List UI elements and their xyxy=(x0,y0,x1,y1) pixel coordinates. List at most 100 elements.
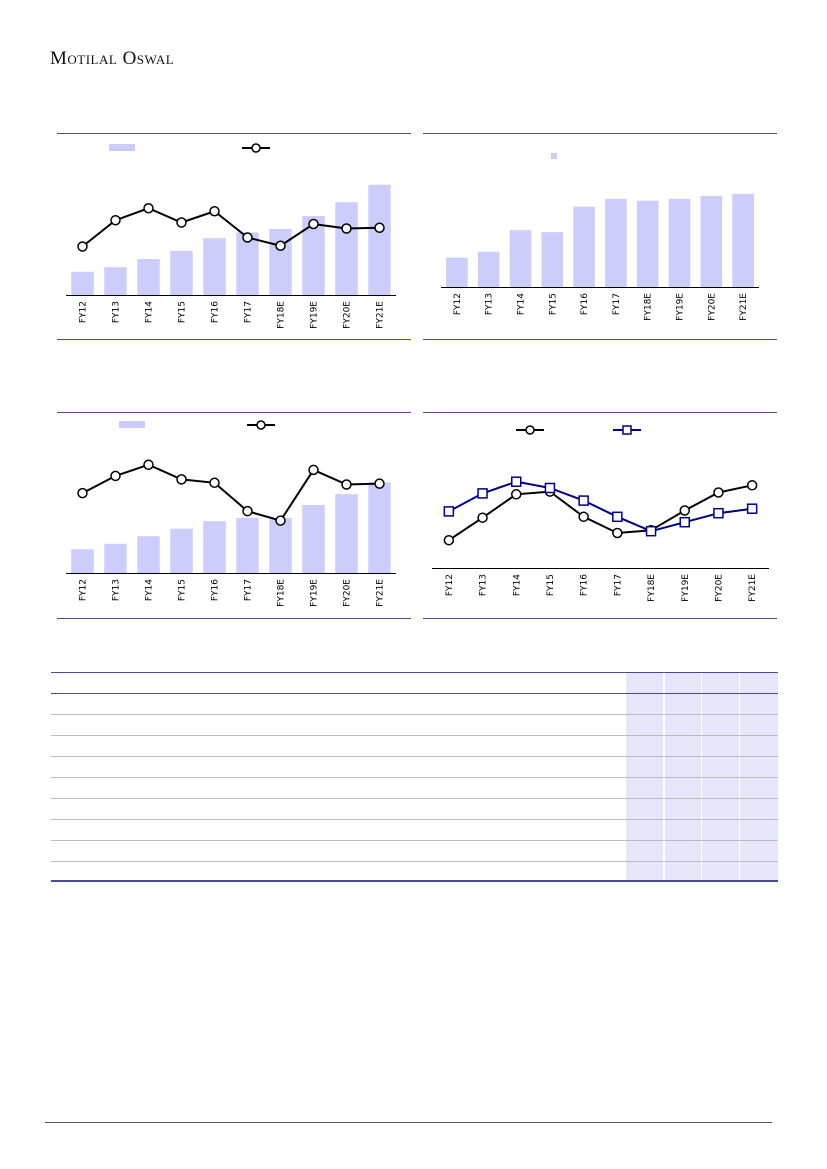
tick-label-FY13: FY13 xyxy=(485,293,495,315)
bar-FY20E xyxy=(335,494,358,573)
legend-bar-swatch xyxy=(109,144,135,151)
point-FY15 xyxy=(176,217,187,228)
point-FY19E xyxy=(308,218,319,230)
point-FY19E xyxy=(679,505,690,516)
bar-FY17 xyxy=(605,198,627,287)
bar-FY20E xyxy=(700,195,723,287)
point-FY15 xyxy=(544,482,556,494)
bar-FY14 xyxy=(509,230,532,287)
bar-line-chart-1: FY12 FY13 FY14 FY15 FY16 FY17 FY18E FY19E FY20E F… xyxy=(66,143,396,329)
bar-FY21E xyxy=(368,482,391,573)
bar-FY19E xyxy=(668,198,691,287)
tick-label-FY15: FY15 xyxy=(178,579,188,601)
bar-FY13 xyxy=(104,543,127,573)
bar-FY12 xyxy=(71,271,94,295)
table-row-rule xyxy=(51,693,778,694)
point-FY13 xyxy=(477,512,488,523)
legend-bar-swatch xyxy=(551,153,557,159)
tick-label-FY15: FY15 xyxy=(548,293,558,315)
chart-panel-2: FY12 FY13 FY14 FY15 FY16 FY17 FY18E FY19E FY20E F… xyxy=(423,133,777,341)
point-FY12 xyxy=(443,534,455,546)
point-FY21E xyxy=(374,478,385,489)
bar-FY15 xyxy=(170,528,193,573)
point-FY12 xyxy=(443,506,455,517)
point-FY13 xyxy=(110,215,121,226)
point-FY13 xyxy=(110,470,121,482)
tick-label-FY20E: FY20E xyxy=(343,579,353,607)
bar-FY18E xyxy=(269,517,292,573)
bar-FY18E xyxy=(269,228,292,295)
bar-FY17 xyxy=(236,232,259,295)
bar-FY16 xyxy=(573,206,595,287)
tick-label-FY17: FY17 xyxy=(244,301,254,323)
point-FY21E xyxy=(374,222,385,233)
point-FY15 xyxy=(176,474,187,485)
footer-divider xyxy=(45,1122,772,1123)
legend-line-marker xyxy=(525,425,535,435)
bar-FY17 xyxy=(236,517,259,573)
series-line-0 xyxy=(82,463,380,522)
tick-label-FY20E: FY20E xyxy=(343,301,353,329)
tick-label-FY18E: FY18E xyxy=(277,301,287,329)
point-FY13 xyxy=(477,488,488,499)
point-FY16 xyxy=(209,206,220,217)
point-FY16 xyxy=(578,511,589,523)
tick-label-FY16: FY16 xyxy=(211,579,221,601)
point-FY18E xyxy=(645,525,657,537)
tick-label-FY17: FY17 xyxy=(244,579,254,601)
bar-FY20E xyxy=(335,202,358,295)
bar-FY16 xyxy=(203,521,226,573)
tick-label-FY19E: FY19E xyxy=(676,293,686,321)
table-bottom-rule xyxy=(51,880,778,882)
data-table xyxy=(51,672,778,882)
bar-FY14 xyxy=(137,259,160,295)
bar-FY13 xyxy=(104,267,127,295)
point-FY19E xyxy=(308,464,319,476)
point-FY21E xyxy=(746,480,758,491)
point-FY12 xyxy=(77,487,88,499)
point-FY17 xyxy=(612,527,623,539)
legend-bar-swatch xyxy=(119,421,145,428)
point-FY20E xyxy=(713,487,724,498)
company-logo: Motilal Oswal xyxy=(50,48,175,69)
bar-FY15 xyxy=(170,250,193,295)
tick-label-FY20E: FY20E xyxy=(707,293,717,321)
chart-panel-1: FY12 FY13 FY14 FY15 FY16 FY17 FY18E FY19E FY20E F… xyxy=(57,133,411,341)
line-chart-4: FY12 FY13 FY14 FY15 FY16 FY17 FY18E FY19E FY20E F… xyxy=(432,425,769,602)
tick-label-FY14: FY14 xyxy=(145,579,155,601)
tick-label-FY13: FY13 xyxy=(112,579,122,601)
tick-label-FY21E: FY21E xyxy=(376,579,386,607)
point-FY20E xyxy=(341,479,352,490)
series-line-0 xyxy=(81,207,380,248)
bar-FY12 xyxy=(446,257,468,287)
table-row-rule xyxy=(51,861,778,862)
series-line-1 xyxy=(448,480,753,533)
tick-label-FY18E: FY18E xyxy=(277,579,287,607)
tick-label-FY14: FY14 xyxy=(517,293,527,315)
table-row-rule xyxy=(51,819,778,820)
tick-label-FY19E: FY19E xyxy=(681,574,691,602)
bar-FY15 xyxy=(541,232,564,287)
point-FY20E xyxy=(341,223,352,234)
tick-label-FY12: FY12 xyxy=(79,301,89,323)
bar-line-chart-3: FY12 FY13 FY14 FY15 FY16 FY17 FY18E FY19E FY20E F… xyxy=(66,420,396,607)
point-FY14 xyxy=(511,476,522,487)
bar-FY18E xyxy=(636,200,659,287)
tick-label-FY21E: FY21E xyxy=(739,293,749,321)
tick-label-FY17: FY17 xyxy=(613,574,623,596)
tick-label-FY18E: FY18E xyxy=(644,293,654,321)
tick-label-FY14: FY14 xyxy=(145,301,155,323)
tick-label-FY12: FY12 xyxy=(445,574,455,596)
legend-line-marker xyxy=(251,143,261,153)
point-FY17 xyxy=(242,505,253,517)
tick-label-FY19E: FY19E xyxy=(310,301,320,329)
point-FY20E xyxy=(713,507,724,519)
bar-chart-2: FY12 FY13 FY14 FY15 FY16 FY17 FY18E FY19E FY20E F… xyxy=(441,153,759,321)
bar-FY19E xyxy=(302,216,325,295)
point-FY14 xyxy=(143,459,154,470)
table-row-rule xyxy=(51,840,778,841)
point-FY12 xyxy=(77,241,88,252)
table-row-rule xyxy=(51,798,778,799)
point-FY17 xyxy=(242,232,253,243)
point-FY17 xyxy=(612,511,623,523)
